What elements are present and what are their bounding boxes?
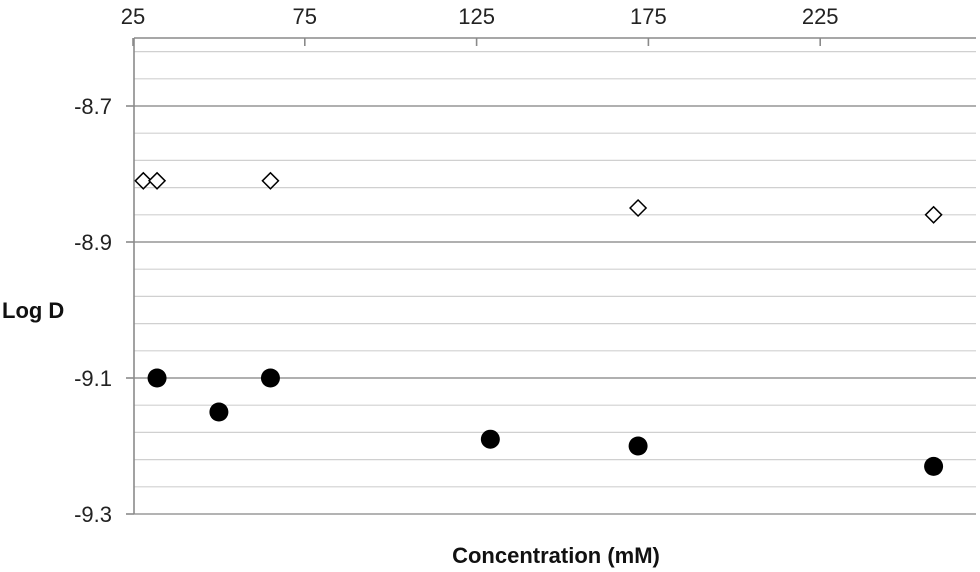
data-points bbox=[134, 171, 944, 476]
tick-labels: 25 75 125 175 225 -8.7 -8.9 -9.1 -9.3 bbox=[74, 4, 838, 527]
y-tick-label: -9.3 bbox=[74, 502, 112, 527]
data-point-circle bbox=[924, 456, 944, 476]
y-tick-label: -8.7 bbox=[74, 94, 112, 119]
data-point-diamond bbox=[147, 171, 167, 190]
data-point-circle bbox=[209, 402, 229, 422]
x-tick-label: 175 bbox=[630, 4, 667, 29]
axes bbox=[126, 37, 976, 515]
data-point-diamond bbox=[924, 205, 943, 224]
data-point-circle bbox=[147, 368, 167, 388]
data-point-circle bbox=[628, 436, 648, 456]
data-point-diamond bbox=[261, 171, 280, 190]
x-tick-label: 75 bbox=[293, 4, 317, 29]
gridlines bbox=[134, 50, 976, 515]
data-point-circle bbox=[480, 429, 500, 449]
x-axis-title: Concentration (mM) bbox=[452, 543, 660, 568]
x-tick-label: 225 bbox=[802, 4, 839, 29]
y-tick-label: -8.9 bbox=[74, 230, 112, 255]
x-tick-label: 125 bbox=[458, 4, 495, 29]
y-tick-label: -9.1 bbox=[74, 366, 112, 391]
data-point-diamond bbox=[134, 171, 153, 190]
data-point-circle bbox=[260, 368, 280, 388]
data-point-diamond bbox=[629, 198, 648, 218]
y-axis-title: Log D bbox=[2, 298, 64, 323]
x-tick-label: 25 bbox=[121, 4, 145, 29]
